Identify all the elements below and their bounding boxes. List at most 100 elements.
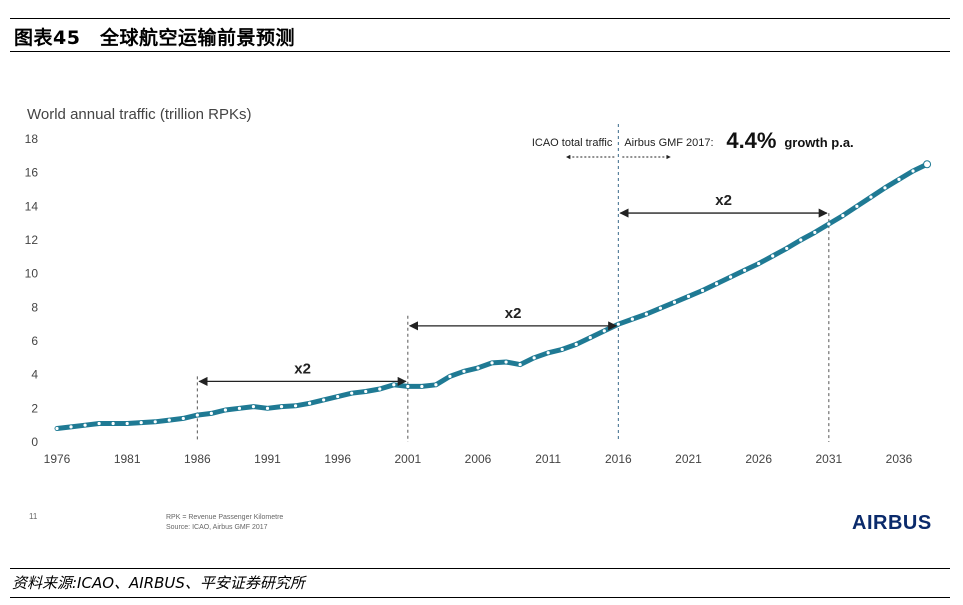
data-point	[420, 384, 424, 389]
data-point	[378, 387, 382, 391]
header-bottom-rule	[10, 51, 950, 52]
x-tick-label: 2036	[886, 452, 913, 466]
data-point	[223, 408, 227, 412]
x-tick-label: 1981	[114, 452, 141, 466]
forecast-annotations: x2 x2 x2 ICAO total traffic Airbus GMF 2017:…	[198, 128, 854, 386]
data-point	[588, 336, 592, 340]
x-tick-label: 2016	[605, 452, 632, 466]
x-axis-ticks: 1976 1981 1986 1991 1996 2001 2006 2011 2016 2021…	[44, 452, 913, 466]
y-axis-ticks: 0 2 4 6 8 10 12 14 16 18	[25, 132, 39, 449]
note-source: Source: ICAO, Airbus GMF 2017	[166, 524, 268, 531]
y-tick-label: 10	[25, 267, 39, 281]
data-point	[869, 195, 873, 199]
data-point	[855, 204, 859, 208]
data-point	[448, 374, 452, 378]
data-point	[69, 425, 73, 429]
data-point	[209, 411, 213, 415]
data-point	[97, 421, 101, 426]
growth-suffix: growth p.a.	[784, 135, 853, 150]
page-number: 11	[29, 512, 38, 521]
data-point	[602, 329, 606, 333]
header-top-rule	[10, 18, 950, 19]
data-point	[392, 383, 396, 387]
data-point	[195, 413, 199, 417]
data-point	[616, 322, 620, 326]
y-tick-label: 4	[31, 368, 38, 382]
traffic-chart: World annual traffic (trillion RPKs) 0 2 4…	[25, 106, 932, 534]
data-point	[799, 238, 803, 242]
data-point	[167, 418, 171, 422]
x-tick-label: 1991	[254, 452, 281, 466]
source-note: 资料来源:ICAO、AIRBUS、平安证券研究所	[12, 574, 305, 592]
data-point	[125, 421, 129, 426]
y-tick-label: 2	[31, 401, 38, 415]
data-point	[714, 282, 719, 286]
data-point	[883, 186, 887, 190]
y-tick-label: 18	[25, 132, 39, 146]
data-point	[462, 369, 466, 373]
data-point	[336, 394, 340, 399]
data-point	[532, 356, 536, 360]
data-point	[686, 294, 691, 298]
x-tick-label: 2021	[675, 452, 702, 466]
x-tick-label: 1986	[184, 452, 211, 466]
data-point	[434, 383, 438, 387]
airbus-logo: AIRBUS	[852, 512, 932, 534]
data-point	[83, 423, 87, 427]
y-tick-label: 14	[25, 199, 39, 213]
y-tick-label: 0	[31, 435, 38, 449]
data-point	[560, 347, 564, 352]
x-tick-label: 2011	[535, 452, 561, 466]
x-tick-label: 1996	[324, 452, 351, 466]
data-point	[308, 401, 312, 405]
doubling-label: x2	[294, 360, 311, 377]
data-point	[630, 317, 634, 321]
doubling-label: x2	[715, 192, 732, 209]
footer-bottom-rule	[10, 597, 950, 598]
figure-title: 图表45 全球航空运输前景预测	[14, 27, 295, 49]
data-point	[322, 398, 326, 402]
data-point	[293, 404, 298, 408]
data-point	[841, 213, 845, 218]
data-point	[504, 360, 508, 364]
data-point	[279, 405, 284, 409]
gmf-label: Airbus GMF 2017:	[624, 137, 713, 149]
y-tick-label: 12	[25, 233, 39, 247]
x-tick-label: 2001	[394, 452, 421, 466]
note-rpk: RPK = Revenue Passenger Kilometre	[166, 514, 283, 521]
data-point	[350, 391, 354, 395]
data-point	[111, 421, 115, 426]
data-point	[476, 366, 480, 370]
icao-label: ICAO total traffic	[532, 137, 613, 149]
data-point	[406, 384, 410, 389]
y-tick-label: 8	[31, 300, 38, 314]
data-point	[827, 222, 831, 226]
data-point	[923, 160, 932, 169]
traffic-series	[54, 160, 932, 431]
data-point	[785, 246, 789, 251]
data-point	[237, 406, 242, 410]
data-point	[55, 426, 59, 431]
x-tick-label: 2026	[745, 452, 772, 466]
data-point	[139, 421, 143, 425]
data-point	[251, 405, 256, 409]
data-point	[672, 300, 677, 304]
data-point	[644, 312, 649, 316]
x-tick-label: 1976	[44, 452, 71, 466]
growth-value: 4.4%	[726, 128, 776, 153]
data-point	[490, 361, 494, 365]
data-point	[658, 306, 663, 310]
data-point	[153, 420, 157, 424]
data-point	[265, 406, 270, 410]
doubling-label: x2	[505, 305, 522, 322]
data-point	[574, 342, 578, 346]
doubling-guides	[196, 124, 830, 442]
data-point	[911, 169, 915, 173]
footer-top-rule	[10, 568, 950, 569]
x-tick-label: 2006	[465, 452, 492, 466]
traffic-line	[54, 161, 930, 431]
data-point	[546, 351, 550, 355]
data-point	[364, 389, 368, 394]
x-tick-label: 2031	[815, 452, 842, 466]
data-point	[518, 362, 522, 367]
